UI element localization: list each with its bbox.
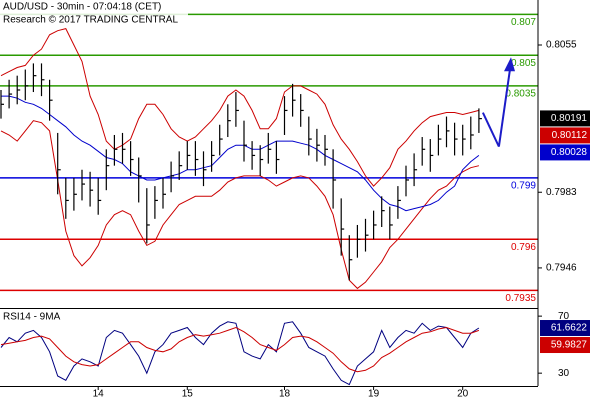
rsi-line [0, 321, 480, 386]
y-tick-label: 70 [558, 311, 570, 322]
indicator-line [1, 95, 480, 212]
value-box [540, 110, 590, 127]
forecast-line [497, 69, 511, 147]
x-tick-label: 18 [279, 389, 291, 400]
y-tick-label: 0.7983 [546, 187, 577, 198]
level-label: 0.8035 [505, 89, 536, 100]
level-label: 0.799 [511, 181, 536, 192]
x-tick-label: 14 [93, 389, 105, 400]
value-box [540, 144, 590, 161]
level-label: 0.805 [511, 58, 536, 69]
rsi-line [0, 326, 480, 373]
indicator-line [0, 28, 480, 187]
plot-area: 0.807 0.805 0.8035 0.799 0.796 0.7935 [0, 13, 538, 386]
x-tick-label: 15 [182, 389, 194, 400]
y-tick-label: 0.7946 [546, 263, 577, 274]
indicator-line [0, 120, 480, 290]
y-tick-label: 30 [558, 368, 570, 379]
value-label: 0.80191 [551, 113, 588, 124]
value-label: 0.80112 [552, 130, 588, 141]
value-box [540, 127, 590, 144]
forecast-arrow [481, 57, 515, 148]
chart-subtitle: Research © 2017 TRADING CENTRAL [3, 15, 178, 26]
title-background [0, 0, 188, 28]
y-tick-label: 0.8055 [546, 40, 577, 51]
value-label: 61.6622 [551, 323, 588, 334]
forecast-line [481, 112, 500, 148]
level-label: 0.807 [511, 17, 536, 28]
value-label: 59.9827 [551, 340, 588, 351]
x-tick-label: 20 [457, 389, 469, 400]
value-label: 0.80028 [551, 147, 588, 158]
level-label: 0.796 [511, 242, 536, 253]
value-box [540, 320, 590, 337]
panel-title: RSI14 - 9MA [3, 312, 61, 323]
value-box [540, 337, 590, 354]
x-tick-label: 19 [368, 389, 380, 400]
chart-title: AUD/USD - 30min - 07:04:18 (CET) [3, 2, 161, 13]
level-label: 0.7935 [505, 293, 536, 304]
arrow-head [504, 57, 515, 72]
